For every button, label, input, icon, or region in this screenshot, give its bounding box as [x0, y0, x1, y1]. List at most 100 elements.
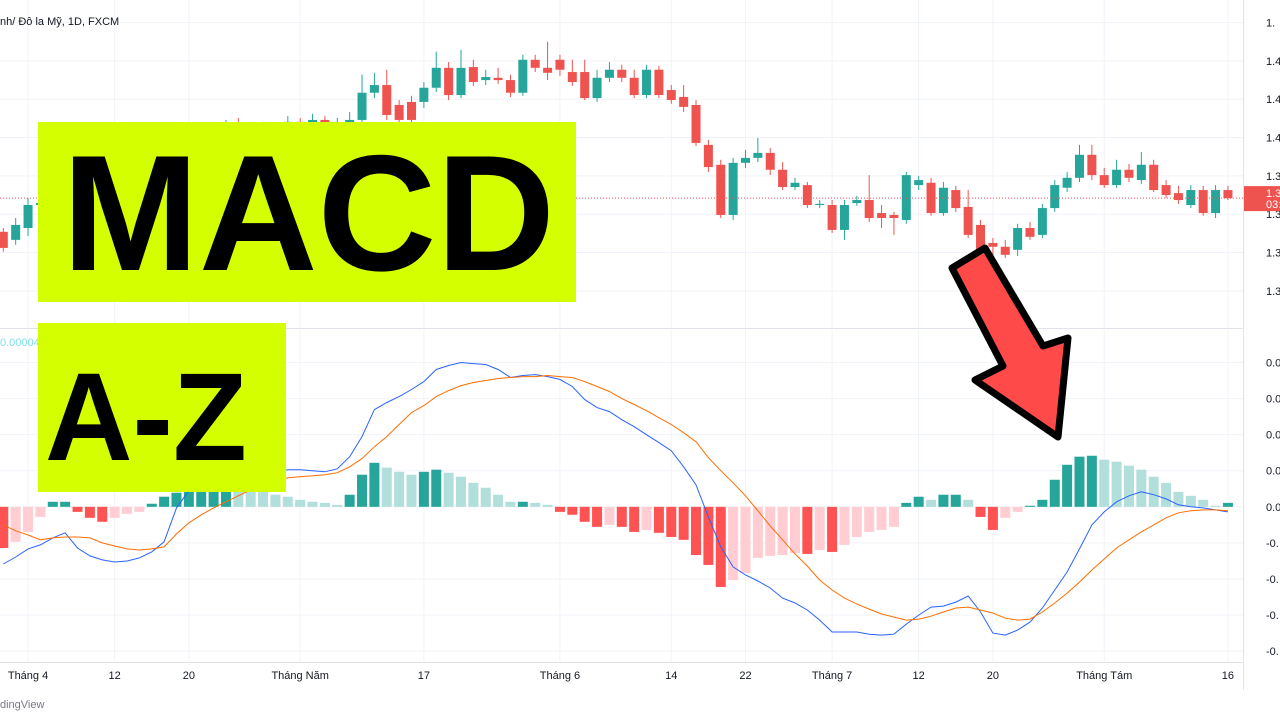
candle-body	[567, 72, 577, 82]
histogram-bar	[1049, 479, 1060, 507]
candle-body	[666, 90, 676, 101]
candle-body	[468, 67, 478, 82]
histogram-bar	[443, 472, 454, 507]
histogram-bar	[220, 484, 231, 507]
candle-body	[654, 69, 664, 96]
y-tick-label: 1.4	[1266, 133, 1280, 145]
candle-body	[1161, 185, 1171, 196]
histogram-bar	[183, 488, 194, 507]
x-tick-label: Tháng 4	[8, 670, 48, 682]
histogram-bar	[72, 506, 83, 512]
histogram-bar	[1173, 491, 1184, 507]
candle-body	[1136, 164, 1146, 181]
histogram-bar	[122, 506, 132, 514]
candle-body	[1037, 208, 1047, 235]
x-tick-label: 22	[739, 670, 751, 682]
candle-body	[11, 224, 21, 240]
headline-text: MACD	[62, 121, 555, 305]
candle-body	[530, 59, 540, 68]
histogram-bar	[332, 504, 343, 507]
histogram-bar	[1210, 505, 1221, 507]
candle-body	[1211, 190, 1221, 214]
histogram-bar	[1000, 506, 1011, 518]
candle-body	[914, 180, 924, 186]
candle-body	[1050, 185, 1060, 209]
histogram-bar	[653, 506, 664, 533]
histogram-bar	[23, 506, 34, 532]
candle-body	[741, 157, 750, 163]
histogram-bar	[530, 502, 541, 507]
footer-brand: dingView	[0, 699, 44, 711]
candle-body	[976, 224, 986, 253]
histogram-bar	[827, 506, 838, 552]
candle-body	[703, 144, 713, 168]
histogram-bar	[604, 506, 615, 525]
candle-body	[369, 85, 379, 93]
histogram-bar	[641, 506, 652, 530]
histogram-bar	[789, 506, 800, 554]
histogram-bar	[666, 506, 677, 537]
histogram-bar	[319, 502, 330, 507]
candle-body	[901, 175, 911, 220]
x-tick-label: 20	[183, 670, 195, 682]
histogram-bar	[357, 474, 368, 507]
candle-body	[1074, 154, 1084, 178]
histogram-bar	[493, 494, 504, 507]
histogram-bar	[752, 506, 763, 558]
subline-box	[38, 323, 286, 492]
histogram-bar	[35, 506, 46, 517]
histogram-bar	[777, 506, 788, 556]
histogram-bar	[1111, 461, 1122, 507]
histogram-bar	[505, 501, 516, 507]
candle-body	[1000, 246, 1010, 255]
histogram-bar	[418, 471, 429, 507]
histogram-bar	[579, 506, 590, 522]
candle-body	[604, 69, 614, 78]
candle-body	[592, 77, 602, 99]
histogram-bar	[406, 474, 417, 507]
y-tick-label: 0.0	[1266, 430, 1280, 442]
histogram-bar	[765, 506, 776, 556]
histogram-bar	[592, 506, 603, 527]
histogram-bar	[987, 506, 998, 530]
histogram-bar	[888, 506, 899, 527]
histogram-bar	[1222, 502, 1233, 507]
candle-body	[926, 182, 936, 214]
candle-body	[1186, 190, 1196, 205]
histogram-bar	[517, 501, 528, 507]
candle-body	[407, 101, 417, 120]
histogram-bar	[455, 476, 466, 507]
histogram-bar	[60, 501, 71, 507]
histogram-bar	[1148, 476, 1159, 507]
histogram-bar	[1123, 465, 1134, 507]
y-tick-label: 0.0	[1266, 466, 1280, 478]
histogram-bar	[480, 487, 491, 507]
histogram-bar	[554, 506, 565, 512]
candle-body	[864, 200, 874, 219]
histogram-bar	[802, 506, 813, 554]
y-tick-label: 0.0	[1266, 394, 1280, 406]
histogram-bar	[1136, 469, 1147, 507]
histogram-bar	[1062, 464, 1073, 507]
x-tick-label: 16	[1222, 670, 1234, 682]
y-tick-label: 1.	[1266, 18, 1275, 30]
histogram-bar	[629, 506, 640, 532]
histogram-bar	[369, 462, 380, 507]
histogram-bar	[703, 506, 714, 565]
candle-body	[394, 104, 404, 120]
candle-body	[1173, 193, 1183, 201]
histogram-bar	[864, 506, 875, 532]
indicator-line	[3, 374, 1228, 621]
candle-body	[728, 162, 738, 215]
candle-body	[555, 59, 565, 70]
candle-body	[617, 69, 627, 78]
y-tick-label: 1.3	[1266, 286, 1280, 298]
histogram-bar	[1185, 495, 1196, 507]
marks	[0, 41, 1243, 636]
histogram-bar	[245, 489, 256, 507]
histogram-bar	[1025, 505, 1036, 507]
candle-body	[1013, 227, 1023, 250]
candle-body	[877, 213, 887, 219]
histogram-bar	[975, 506, 986, 517]
